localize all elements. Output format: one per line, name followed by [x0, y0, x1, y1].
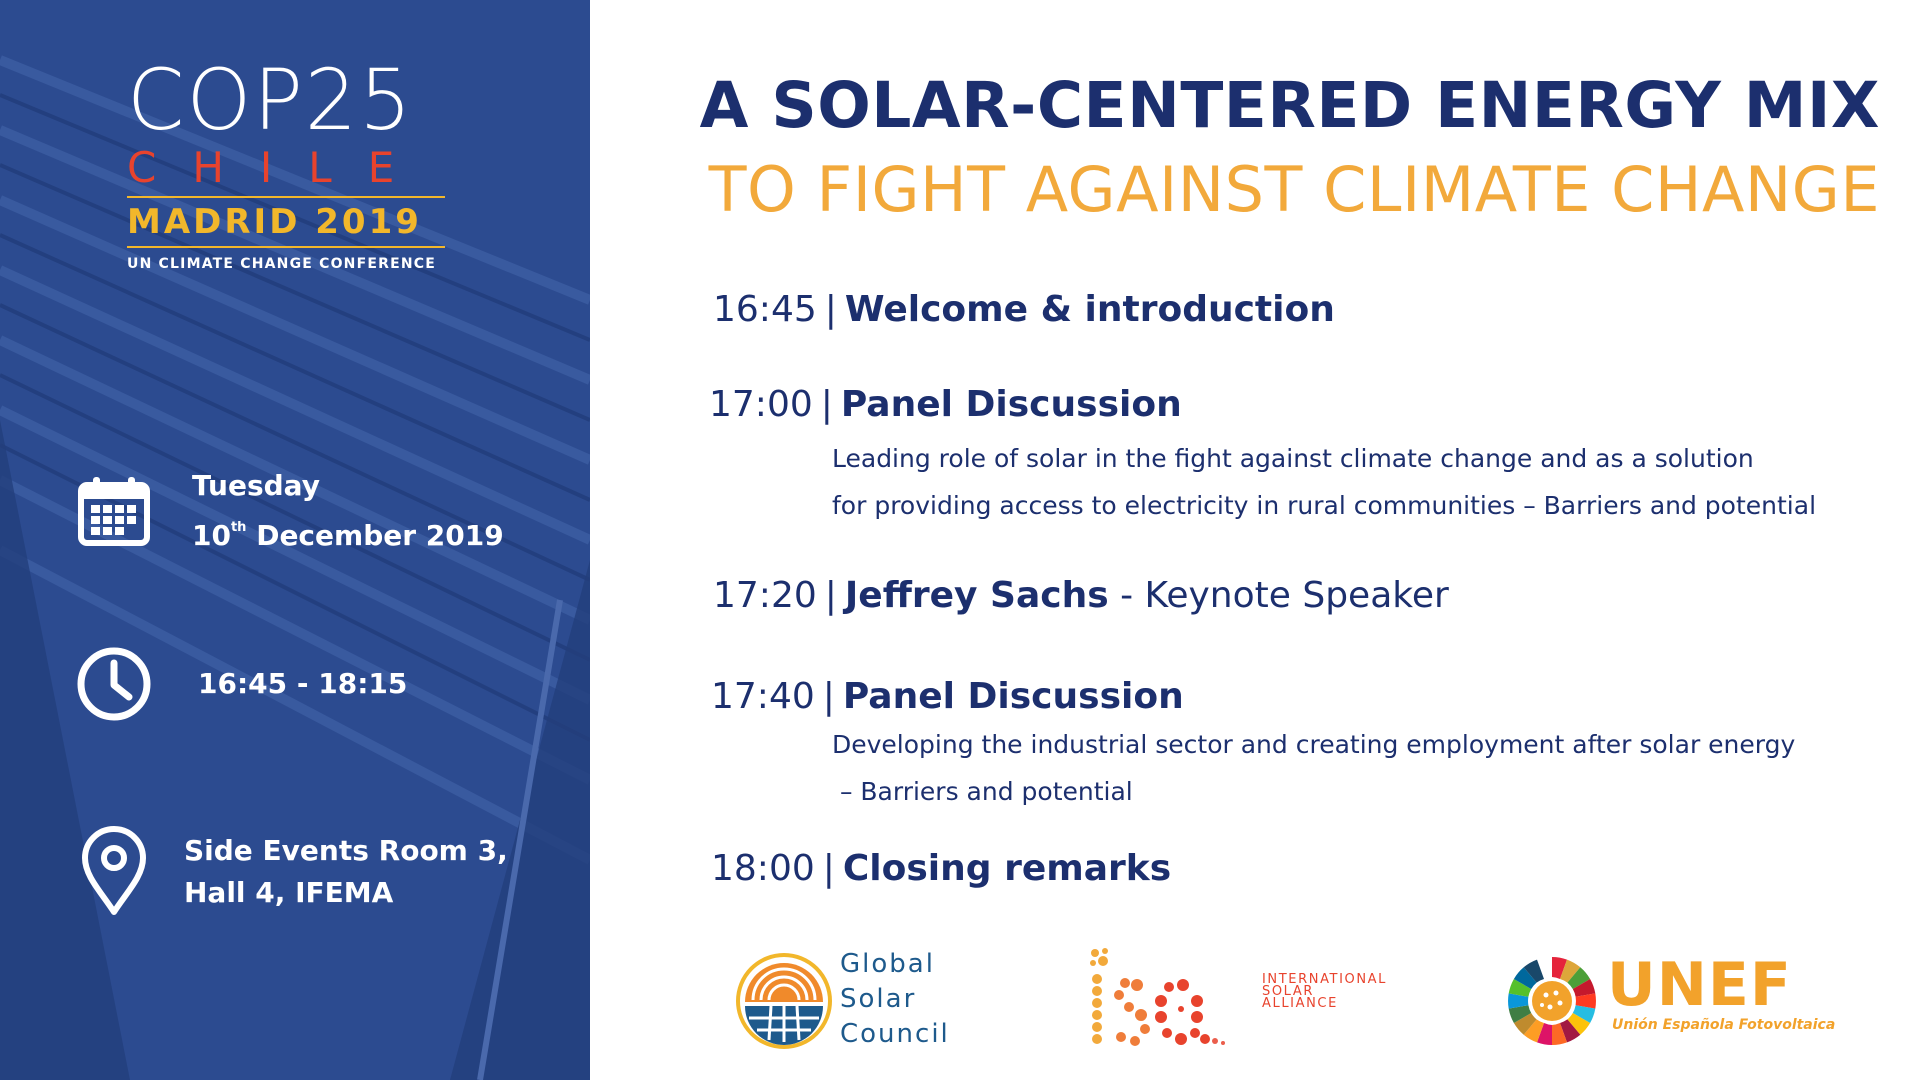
agenda-time: 18:00 [711, 848, 815, 889]
clock-icon [74, 644, 154, 724]
calendar-icon [74, 471, 154, 551]
agenda-separator: | [824, 289, 837, 330]
agenda-extra: - Keynote Speaker [1108, 575, 1449, 616]
cop-title: COP25 [127, 51, 414, 149]
agenda-title: Welcome & introduction [844, 289, 1335, 330]
agenda-time: 17:00 [709, 384, 813, 425]
date-day: 10 [192, 519, 231, 552]
logo-divider [127, 196, 445, 198]
agenda-description: Leading role of solar in the fight again… [832, 435, 1816, 529]
headline-line-1: A SOLAR-CENTERED ENERGY MIX [699, 69, 1880, 142]
isa-line-1: INTERNATIONAL [1262, 972, 1388, 987]
agenda-heading: 18:00 | Closing remarks [711, 848, 1171, 889]
gsc-line-3: Council [840, 1019, 950, 1049]
agenda-description-line: – Barriers and potential [832, 777, 1133, 806]
agenda-separator: | [824, 575, 837, 616]
gsc-line-2: Solar [840, 984, 917, 1014]
agenda-title: Closing remarks [842, 848, 1172, 889]
agenda-item: 16:45 | Welcome & introduction [713, 289, 1335, 330]
agenda-description-line: Developing the industrial sector and cre… [832, 730, 1796, 759]
agenda-description-line: Leading role of solar in the fight again… [832, 444, 1754, 473]
agenda-separator: | [822, 676, 835, 717]
global-solar-council-emblem [736, 953, 832, 1049]
logo-divider [127, 246, 445, 248]
unef-subtitle: Unión Española Fotovoltaica [1612, 1017, 1836, 1033]
gsc-line-1: Global [840, 949, 935, 979]
date-suffix: th [230, 520, 247, 535]
agenda-title: Jeffrey Sachs [844, 575, 1109, 616]
agenda-separator: | [820, 384, 833, 425]
cop25-logo: COP25 CHILE MADRID 2019 UN CLIMATE CHANG… [127, 58, 447, 272]
event-time: 16:45 - 18:15 [198, 667, 408, 700]
left-info-panel: COP25 CHILE MADRID 2019 UN CLIMATE CHANG… [0, 0, 590, 1080]
headline-line-2: TO FIGHT AGAINST CLIMATE CHANGE [708, 153, 1880, 226]
agenda-heading: 17:20 | Jeffrey Sachs - Keynote Speaker [713, 575, 1449, 616]
solar-building-background [0, 0, 590, 1080]
agenda-separator: | [822, 848, 835, 889]
agenda-item: 17:20 | Jeffrey Sachs - Keynote Speaker [713, 575, 1449, 616]
isa-wordmark: INTERNATIONAL SOLAR ALLIANCE [1262, 972, 1388, 1011]
date-rest: December 2019 [246, 519, 504, 552]
unef-wordmark: UNEF [1607, 950, 1792, 1020]
cop-country: CHILE [127, 143, 431, 192]
event-date-line: 10th December 2019 [192, 507, 504, 557]
event-date-row: Tuesday 10th December 2019 [74, 465, 504, 557]
event-time-row: 16:45 - 18:15 [74, 644, 407, 724]
agenda-heading: 17:00 | Panel Discussion [709, 384, 1816, 425]
agenda-time: 16:45 [713, 289, 817, 330]
isa-logo-mark [1090, 948, 1225, 1046]
agenda-heading: 17:40 | Panel Discussion [711, 676, 1795, 717]
global-solar-council-wordmark: Global Solar Council [840, 947, 950, 1052]
agenda-item: 17:40 | Panel Discussion Developing the in… [711, 676, 1795, 815]
isa-line-2: SOLAR [1262, 984, 1314, 999]
event-location-row: Side Events Room 3, Hall 4, IFEMA [74, 826, 508, 918]
agenda-item: 17:00 | Panel Discussion Leading role of s… [709, 384, 1816, 529]
unef-sdg-wheel-icon [1508, 956, 1596, 1046]
agenda-item: 18:00 | Closing remarks [711, 848, 1171, 889]
agenda-time: 17:40 [711, 676, 815, 717]
cop-city: MADRID 2019 [127, 202, 422, 242]
agenda-description-line: for providing access to electricity in r… [832, 491, 1817, 520]
isa-line-3: ALLIANCE [1262, 996, 1338, 1011]
agenda-heading: 16:45 | Welcome & introduction [713, 289, 1335, 330]
event-location: Side Events Room 3, Hall 4, IFEMA [184, 830, 508, 914]
headline: A SOLAR-CENTERED ENERGY MIX TO FIGHT AGA… [700, 64, 1880, 232]
cop-subtitle: UN CLIMATE CHANGE CONFERENCE [127, 256, 437, 272]
agenda-description: Developing the industrial sector and cre… [832, 721, 1795, 815]
agenda-title: Panel Discussion [842, 676, 1184, 717]
event-day: Tuesday [192, 469, 320, 502]
agenda-time: 17:20 [713, 575, 817, 616]
location-line-2: Hall 4, IFEMA [184, 876, 394, 909]
agenda-title: Panel Discussion [840, 384, 1182, 425]
event-date: Tuesday 10th December 2019 [192, 465, 504, 557]
location-line-1: Side Events Room 3, [184, 834, 508, 867]
location-pin-icon [74, 826, 154, 918]
